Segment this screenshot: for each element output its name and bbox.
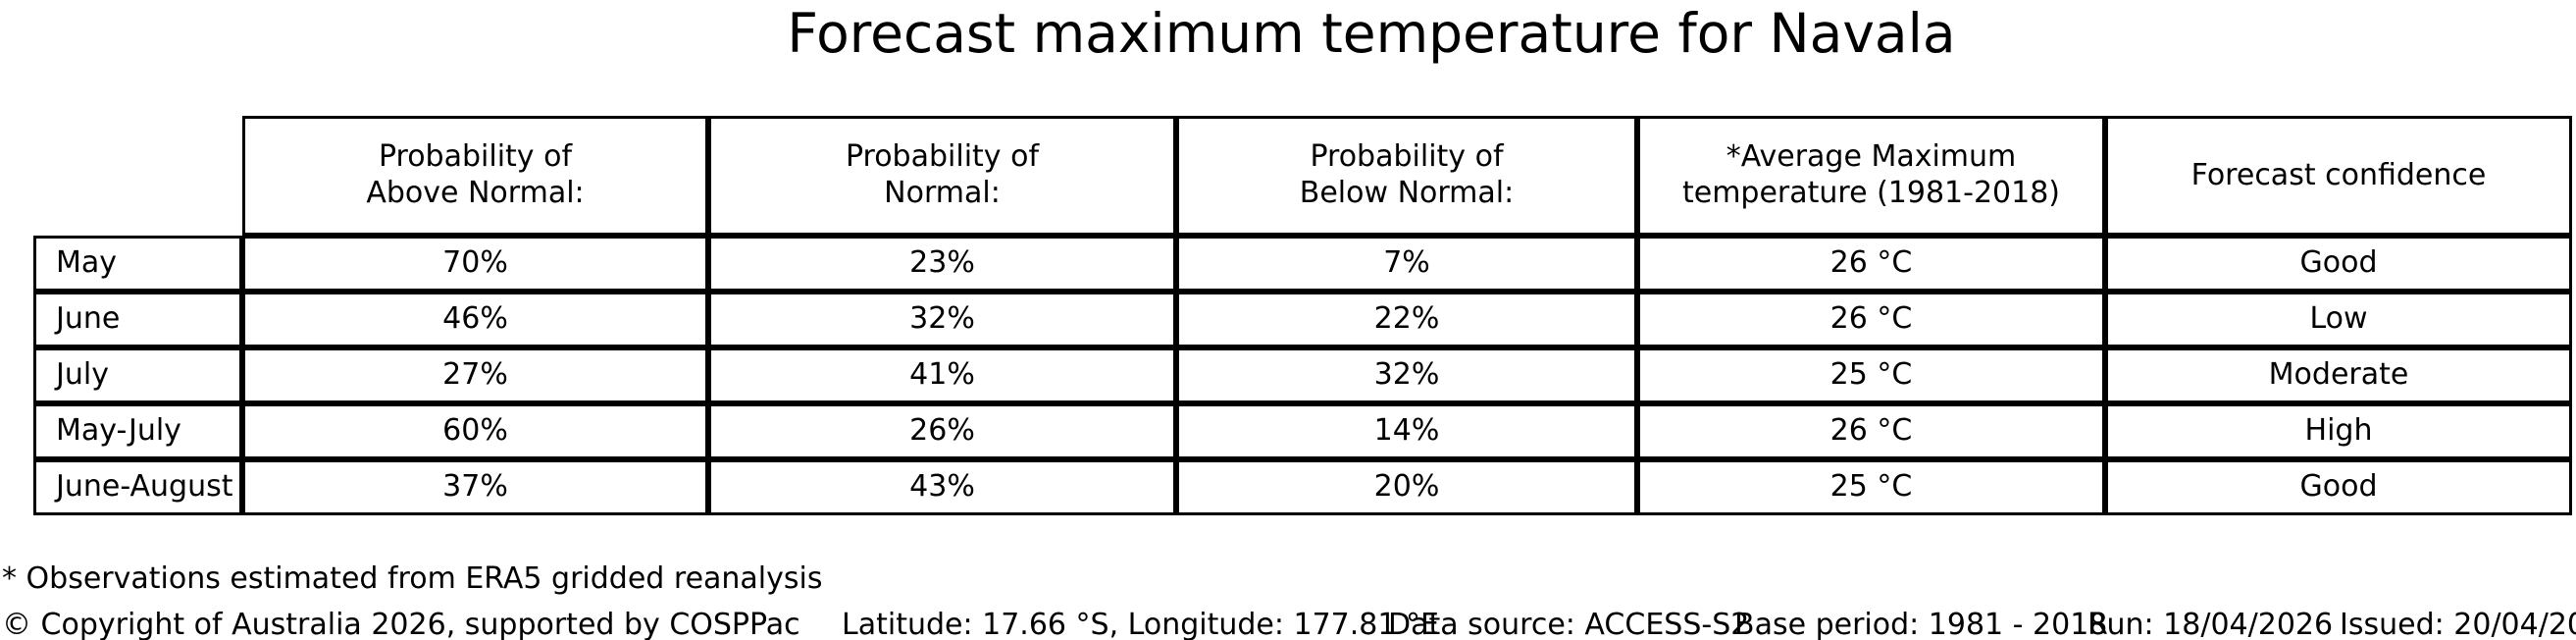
table-cell: 37% <box>242 459 708 515</box>
table-cell: 26% <box>708 403 1176 459</box>
row-label: May-July <box>33 403 242 459</box>
table-cell: 26 °C <box>1637 403 2105 459</box>
copyright-text: © Copyright of Australia 2026, supported… <box>2 608 800 640</box>
table-cell: 32% <box>1176 347 1637 403</box>
run-date-text: Run: 18/04/2026 <box>2087 608 2334 640</box>
row-label: June-August <box>33 459 242 515</box>
table-cell: 26 °C <box>1637 236 2105 292</box>
row-label: May <box>33 236 242 292</box>
table-cell: 60% <box>242 403 708 459</box>
base-period-text: Base period: 1981 - 2018 <box>1734 608 2108 640</box>
table-cell: Moderate <box>2105 347 2572 403</box>
table-row-may-july: May-July 60% 26% 14% 26 °C High <box>33 403 2572 459</box>
table-cell: 46% <box>242 292 708 347</box>
data-source-text: Data source: ACCESS-S2 <box>1388 608 1750 640</box>
table-cell: 23% <box>708 236 1176 292</box>
table-cell: 22% <box>1176 292 1637 347</box>
observations-footnote: * Observations estimated from ERA5 gridd… <box>2 561 823 596</box>
table-cell: 25 °C <box>1637 459 2105 515</box>
table-cell: 26 °C <box>1637 292 2105 347</box>
table-cell: 43% <box>708 459 1176 515</box>
table-cell: 70% <box>242 236 708 292</box>
table-row-may: May 70% 23% 7% 26 °C Good <box>33 236 2572 292</box>
column-header-forecast-confidence: Forecast confidence <box>2105 116 2572 236</box>
table-row-july: July 27% 41% 32% 25 °C Moderate <box>33 347 2572 403</box>
table-cell: Good <box>2105 459 2572 515</box>
table-cell: 7% <box>1176 236 1637 292</box>
corner-empty-cell <box>33 116 242 236</box>
column-header-below-normal: Probability of Below Normal: <box>1176 116 1637 236</box>
table-cell: 25 °C <box>1637 347 2105 403</box>
table-cell: 14% <box>1176 403 1637 459</box>
table-header-row: Probability of Above Normal: Probability… <box>33 116 2572 236</box>
column-header-normal: Probability of Normal: <box>708 116 1176 236</box>
table-cell: 41% <box>708 347 1176 403</box>
table-cell: High <box>2105 403 2572 459</box>
row-label: July <box>33 347 242 403</box>
row-label: June <box>33 292 242 347</box>
table-cell: Good <box>2105 236 2572 292</box>
column-header-average-max-temp: *Average Maximum temperature (1981-2018) <box>1637 116 2105 236</box>
column-header-above-normal: Probability of Above Normal: <box>242 116 708 236</box>
table-cell: 27% <box>242 347 708 403</box>
location-text: Latitude: 17.66 °S, Longitude: 177.81 °E <box>842 608 1439 640</box>
table-row-june: June 46% 32% 22% 26 °C Low <box>33 292 2572 347</box>
issued-date-text: Issued: 20/04/2026 <box>2340 608 2576 640</box>
forecast-table: Probability of Above Normal: Probability… <box>33 116 2572 515</box>
table-cell: Low <box>2105 292 2572 347</box>
table-cell: 20% <box>1176 459 1637 515</box>
table-cell: 32% <box>708 292 1176 347</box>
page-title: Forecast maximum temperature for Navala <box>787 2 1956 65</box>
table-row-june-august: June-August 37% 43% 20% 25 °C Good <box>33 459 2572 515</box>
